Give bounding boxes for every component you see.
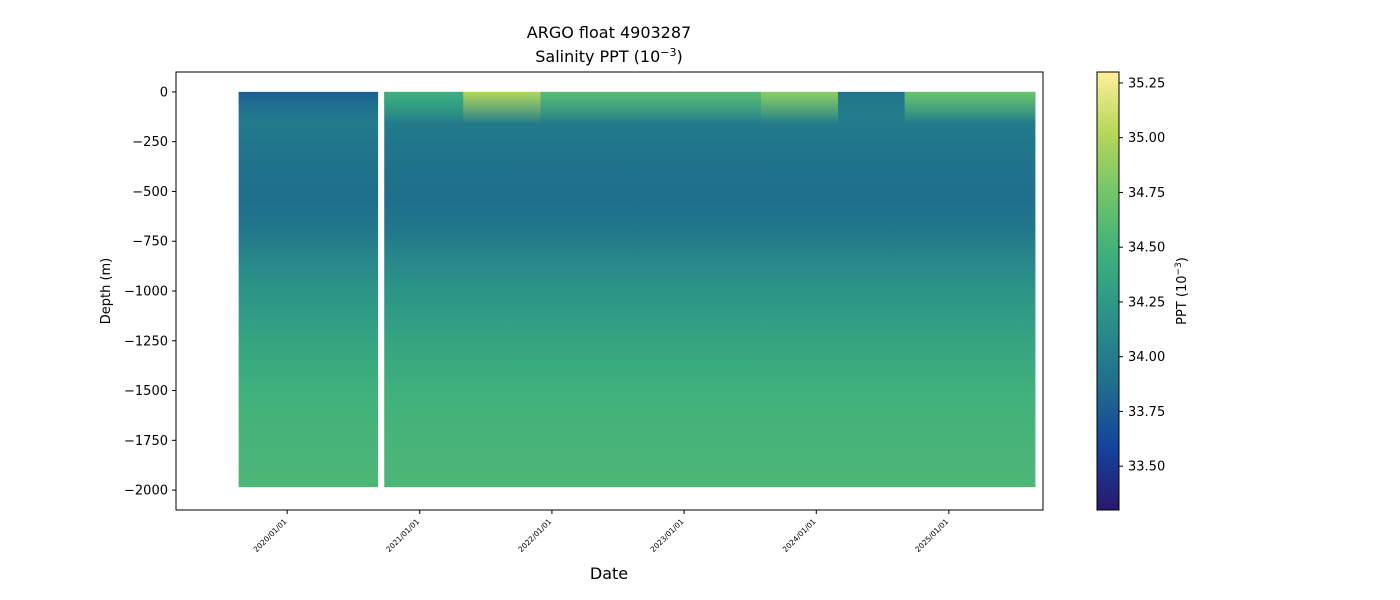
- colorbar-tick-label: 34.25: [1128, 295, 1165, 310]
- surface-layer-6: [838, 91, 905, 124]
- colorbar-tick-label: 34.75: [1128, 186, 1165, 201]
- surface-layer-4: [540, 91, 761, 124]
- colorbar-tick-label: 34.00: [1128, 350, 1165, 365]
- colorbar-tick-label: 33.50: [1128, 460, 1165, 475]
- y-tick-label: 0: [160, 85, 168, 100]
- colorbar-tick-label: 34.50: [1128, 241, 1165, 256]
- y-tick-label: −1250: [124, 334, 168, 349]
- chart-title-line2-end: ): [677, 47, 683, 66]
- x-tick-label: 2020/01/01: [252, 517, 289, 554]
- plot-data-layer: [238, 91, 1036, 488]
- y-tick-label: −1000: [124, 285, 168, 300]
- y-tick-label: −2000: [124, 484, 168, 499]
- y-tick-label: −1750: [124, 434, 168, 449]
- surface-layer-7: [904, 91, 1036, 124]
- chart-title-line1: ARGO float 4903287: [527, 23, 691, 42]
- profile-segment-2: [384, 91, 1036, 488]
- colorbar-axis: 33.50 33.75 34.00 34.25 34.50 34.75 35.00 35.25: [1119, 76, 1165, 475]
- x-tick-label: 2025/01/01: [913, 517, 950, 554]
- y-tick-label: −500: [132, 185, 168, 200]
- x-tick-label: 2024/01/01: [781, 517, 818, 554]
- colorbar-label: PPT (10−3): [1174, 257, 1190, 325]
- chart-title-line2: Salinity PPT (10−3): [535, 46, 683, 66]
- y-tick-label: −750: [132, 235, 168, 250]
- x-tick-label: 2022/01/01: [516, 517, 553, 554]
- surface-layer-1: [238, 91, 379, 124]
- colorbar-tick-label: 35.00: [1128, 131, 1165, 146]
- y-tick-label: −250: [132, 135, 168, 150]
- surface-layer-3: [463, 91, 541, 124]
- y-axis-label: Depth (m): [99, 258, 114, 325]
- colorbar-label-exp: −3: [1174, 262, 1184, 275]
- colorbar-tick-label: 33.75: [1128, 405, 1165, 420]
- colorbar-label-end: ): [1175, 257, 1190, 262]
- surface-layer-2: [384, 91, 464, 124]
- colorbar: [1096, 71, 1120, 511]
- x-tick-label: 2021/01/01: [384, 517, 421, 554]
- colorbar-label-base: PPT (10: [1175, 275, 1190, 324]
- colorbar-tick-label: 35.25: [1128, 76, 1165, 91]
- x-axis: 2020/01/01 2021/01/01 2022/01/01 2023/01/01…: [252, 510, 950, 554]
- y-tick-label: −1500: [124, 384, 168, 399]
- x-axis-label: Date: [590, 564, 628, 583]
- profile-segment-1: [238, 91, 379, 488]
- x-tick-label: 2023/01/01: [649, 517, 686, 554]
- surface-layer-5: [760, 91, 839, 124]
- chart-title-line2-exp: −3: [660, 46, 676, 59]
- chart-title-line2-base: Salinity PPT (10: [535, 47, 660, 66]
- y-axis: 0 −250 −500 −750 −1000 −1250 −1500 −1750 −2000: [124, 85, 176, 499]
